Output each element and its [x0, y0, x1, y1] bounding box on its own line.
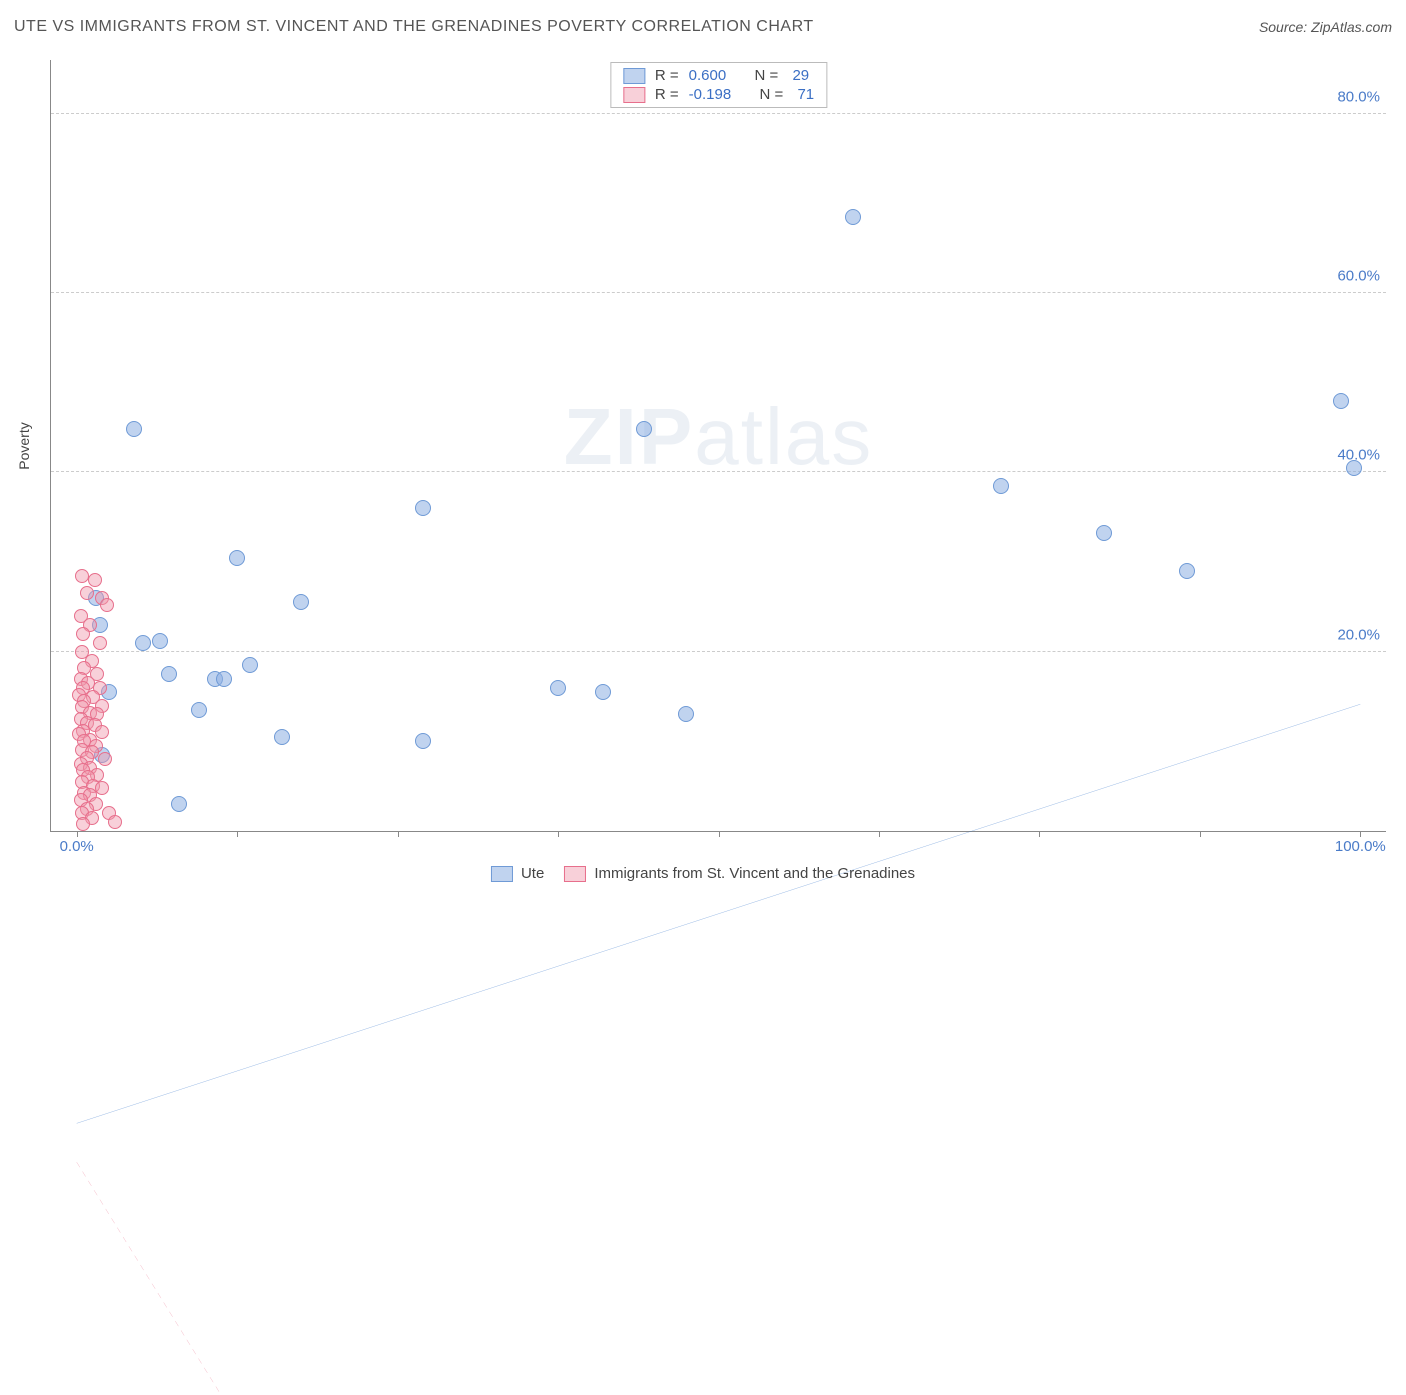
svg_imm-trend-line [77, 1162, 231, 1395]
ute-point [1346, 460, 1362, 476]
ute-point [135, 635, 151, 651]
legend-swatch [623, 87, 645, 103]
ute-point [1333, 393, 1349, 409]
grid-line [51, 651, 1386, 652]
svg_imm-point [98, 752, 112, 766]
legend-swatch [564, 866, 586, 882]
ute-point [191, 702, 207, 718]
chart-title: UTE VS IMMIGRANTS FROM ST. VINCENT AND T… [14, 18, 814, 36]
watermark-prefix: ZIP [564, 391, 694, 480]
svg_imm-point [80, 586, 94, 600]
grid-line [51, 292, 1386, 293]
svg_imm-point [95, 725, 109, 739]
ute-point [293, 594, 309, 610]
ute-point [216, 671, 232, 687]
ute-point [415, 733, 431, 749]
x-tick [558, 831, 559, 837]
ute-point [126, 421, 142, 437]
legend-label: Ute [521, 865, 544, 882]
svg_imm-point [93, 636, 107, 650]
ute-point [242, 657, 258, 673]
r-label: R = [655, 86, 679, 103]
trend-lines-layer [51, 60, 1386, 1395]
x-tick [1360, 831, 1361, 837]
r-value: 0.600 [689, 67, 727, 84]
x-tick [719, 831, 720, 837]
legend-row-ute: R = 0.600 N = 29 [623, 67, 814, 84]
scatter-chart: ZIPatlas R = 0.600 N = 29 R = -0.198 N = 71… [50, 60, 1386, 832]
series-legend: Ute Immigrants from St. Vincent and the G… [491, 865, 915, 882]
ute-trend-line [77, 704, 1361, 1123]
legend-item-svg_imm: Immigrants from St. Vincent and the Gren… [564, 865, 915, 882]
watermark: ZIPatlas [564, 390, 873, 482]
x-tick-label: 100.0% [1335, 838, 1386, 855]
r-value: -0.198 [689, 86, 732, 103]
n-label: N = [755, 67, 779, 84]
ute-point [274, 729, 290, 745]
svg_imm-point [100, 598, 114, 612]
ute-point [161, 666, 177, 682]
ute-point [1096, 525, 1112, 541]
legend-row-svg_imm: R = -0.198 N = 71 [623, 86, 814, 103]
svg_imm-point [95, 781, 109, 795]
ute-point [678, 706, 694, 722]
ute-point [595, 684, 611, 700]
n-value: 71 [793, 86, 814, 103]
ute-point [845, 209, 861, 225]
ute-point [171, 796, 187, 812]
r-label: R = [655, 67, 679, 84]
n-value: 29 [788, 67, 809, 84]
grid-line [51, 471, 1386, 472]
correlation-legend: R = 0.600 N = 29 R = -0.198 N = 71 [610, 62, 827, 108]
ute-point [415, 500, 431, 516]
legend-swatch [491, 866, 513, 882]
x-tick [1200, 831, 1201, 837]
ute-point [993, 478, 1009, 494]
svg_imm-point [108, 815, 122, 829]
ute-point [550, 680, 566, 696]
x-tick [879, 831, 880, 837]
chart-header: UTE VS IMMIGRANTS FROM ST. VINCENT AND T… [14, 18, 1392, 36]
ute-point [152, 633, 168, 649]
legend-item-ute: Ute [491, 865, 544, 882]
y-tick-label: 80.0% [1337, 88, 1380, 105]
x-tick [77, 831, 78, 837]
chart-source: Source: ZipAtlas.com [1259, 19, 1392, 35]
grid-line [51, 113, 1386, 114]
x-tick [1039, 831, 1040, 837]
y-axis-title: Poverty [16, 422, 32, 469]
svg_imm-point [76, 817, 90, 831]
x-tick-label: 0.0% [60, 838, 94, 855]
n-label: N = [760, 86, 784, 103]
x-tick [398, 831, 399, 837]
svg_imm-point [76, 627, 90, 641]
watermark-suffix: atlas [694, 391, 873, 480]
ute-point [229, 550, 245, 566]
y-tick-label: 20.0% [1337, 626, 1380, 643]
y-tick-label: 60.0% [1337, 268, 1380, 285]
svg_imm-point [88, 573, 102, 587]
legend-label: Immigrants from St. Vincent and the Gren… [594, 865, 915, 882]
legend-swatch [623, 68, 645, 84]
ute-point [636, 421, 652, 437]
x-tick [237, 831, 238, 837]
ute-point [1179, 563, 1195, 579]
